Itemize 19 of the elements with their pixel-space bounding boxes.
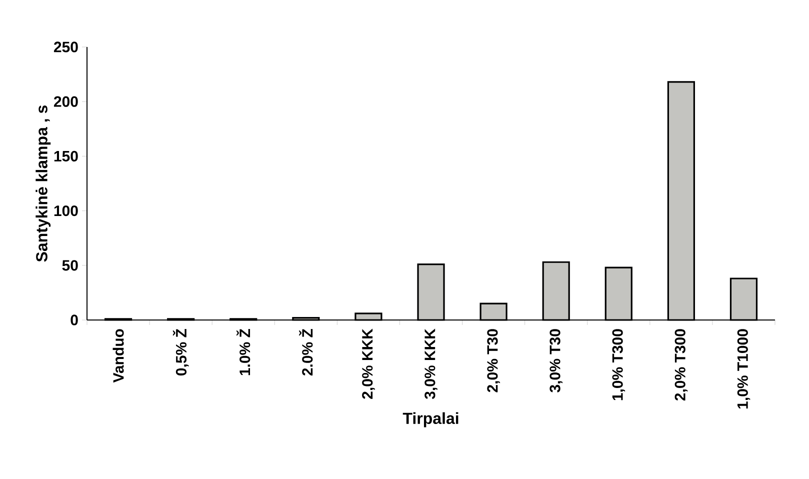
x-tick-label: 2.0% Ž [299, 328, 313, 376]
x-tick-label: 2,0% KKK [362, 328, 375, 399]
x-tick-label: 2,0% T30 [487, 329, 500, 392]
y-tick-label: 100 [54, 205, 78, 216]
y-tick-label: 150 [54, 150, 78, 162]
y-axis-title: Santykinė klampa , s [36, 105, 51, 262]
x-tick-label: 1,0% T1000 [737, 329, 750, 408]
x-tick-label: 1,0% T300 [612, 329, 626, 400]
x-tick-label: 1.0% Ž [236, 328, 250, 376]
x-tick-label: 0,5% Ž [172, 328, 189, 376]
x-axis-title: Tirpalai [402, 412, 458, 428]
y-tick-label: 50 [62, 260, 78, 271]
x-tick-label: 3,0% T30 [550, 329, 562, 392]
y-tick-label: 250 [54, 42, 78, 52]
y-tick-label: 200 [54, 96, 78, 107]
y-tick-label: 0 [70, 314, 78, 326]
x-tick-label: 3,0% KKK [424, 328, 438, 400]
x-tick-label: Vanduo [112, 329, 124, 383]
x-tick-label: 2,0% T300 [674, 329, 688, 401]
